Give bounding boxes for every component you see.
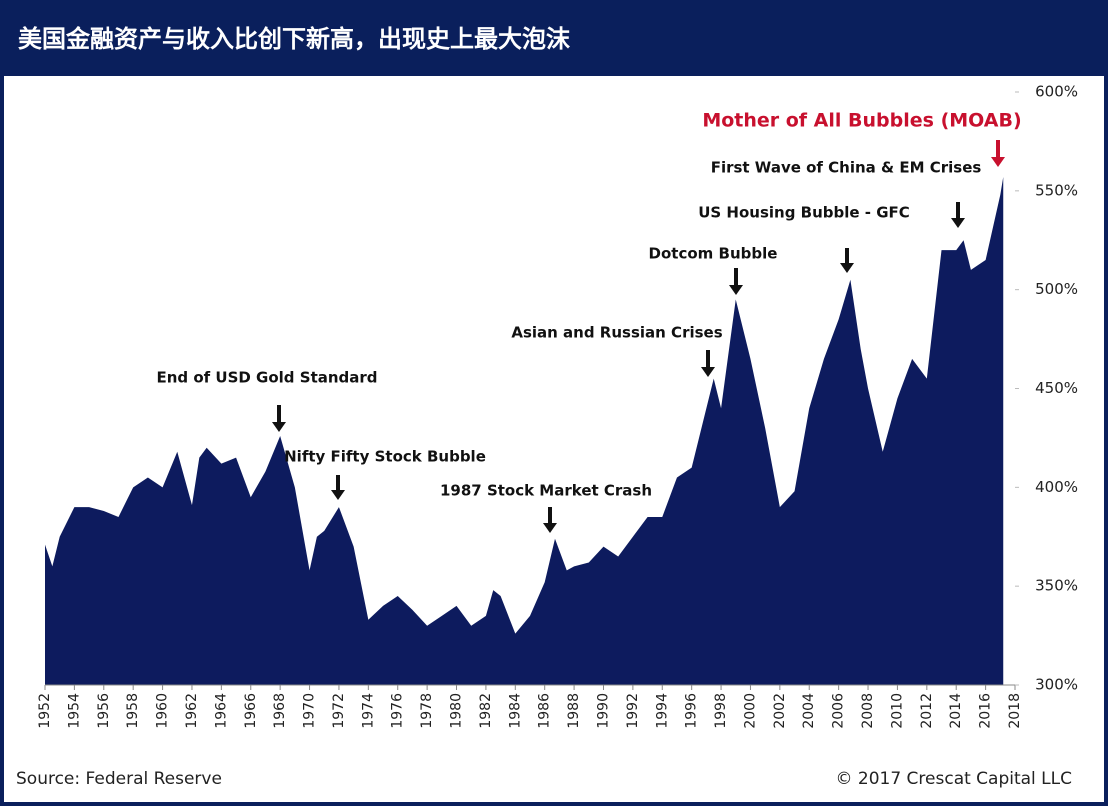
x-tick-label: 2004 — [801, 693, 817, 729]
x-tick-label: 2018 — [1007, 693, 1023, 729]
annotation-arrow-head — [701, 367, 715, 377]
x-tick-label: 2000 — [742, 693, 758, 729]
x-tick-label: 1952 — [37, 693, 53, 729]
annotation: First Wave of China & EM Crises — [711, 159, 982, 177]
x-tick-label: 2008 — [860, 693, 876, 729]
x-tick-label: 1954 — [66, 693, 82, 729]
x-tick-label: 1970 — [302, 693, 318, 729]
x-tick-label: 1990 — [595, 693, 611, 729]
chart-title: 美国金融资产与收入比创下新高，出现史上最大泡沫 — [18, 25, 571, 53]
x-tick-label: 1956 — [96, 693, 112, 729]
annotation: 1987 Stock Market Crash — [440, 482, 652, 500]
x-tick-label: 1992 — [625, 693, 641, 729]
x-tick-label: 2014 — [948, 693, 964, 729]
y-tick-label: 500% — [1035, 280, 1078, 298]
x-tick-label: 1988 — [566, 693, 582, 729]
x-tick-label: 1996 — [684, 693, 700, 729]
x-tick-label: 1960 — [155, 693, 171, 729]
x-tick-label: 2016 — [978, 693, 994, 729]
x-tick-label: 1980 — [449, 693, 465, 729]
x-tick-label: 1982 — [478, 693, 494, 729]
x-tick-label: 1994 — [654, 693, 670, 729]
x-tick-label: 1966 — [243, 693, 259, 729]
annotation-arrow-head — [840, 263, 854, 273]
annotation-arrow-head — [991, 157, 1005, 167]
y-tick-label: 450% — [1035, 379, 1078, 397]
y-tick-label: 600% — [1035, 83, 1078, 101]
x-tick-label: 1978 — [419, 693, 435, 729]
x-tick-label: 2002 — [772, 693, 788, 729]
x-tick-label: 1964 — [213, 693, 229, 729]
x-tick-label: 2012 — [919, 693, 935, 729]
x-tick-label: 1986 — [537, 693, 553, 729]
annotation: Dotcom Bubble — [649, 245, 778, 263]
x-tick-label: 1998 — [713, 693, 729, 729]
x-tick-label: 1984 — [507, 693, 523, 729]
annotation-arrow-head — [331, 490, 345, 500]
x-tick-label: 2010 — [889, 693, 905, 729]
x-tick-label: 1976 — [390, 693, 406, 729]
y-tick-label: 350% — [1035, 577, 1078, 595]
annotation: End of USD Gold Standard — [156, 369, 377, 387]
y-tick-label: 550% — [1035, 181, 1078, 199]
annotation: Asian and Russian Crises — [511, 324, 722, 342]
x-tick-label: 1968 — [272, 693, 288, 729]
annotation-arrow-head — [951, 218, 965, 228]
annotation: Nifty Fifty Stock Bubble — [284, 448, 486, 466]
annotation-arrow-head — [272, 422, 286, 432]
x-tick-label: 1972 — [331, 693, 347, 729]
area — [45, 176, 1004, 685]
source: Source: Federal Reserve — [16, 769, 222, 789]
x-tick-label: 1974 — [360, 693, 376, 729]
x-tick-label: 1958 — [125, 693, 141, 729]
annotation-arrow-head — [729, 285, 743, 295]
x-tick-label: 2006 — [831, 693, 847, 729]
annotation: Mother of All Bubbles (MOAB) — [702, 110, 1021, 132]
y-tick-label: 300% — [1035, 676, 1078, 694]
copyright: © 2017 Crescat Capital LLC — [835, 769, 1072, 789]
annotation: US Housing Bubble - GFC — [698, 204, 910, 222]
y-tick-label: 400% — [1035, 478, 1078, 496]
annotation-arrow-head — [543, 523, 557, 533]
x-tick-label: 1962 — [184, 693, 200, 729]
